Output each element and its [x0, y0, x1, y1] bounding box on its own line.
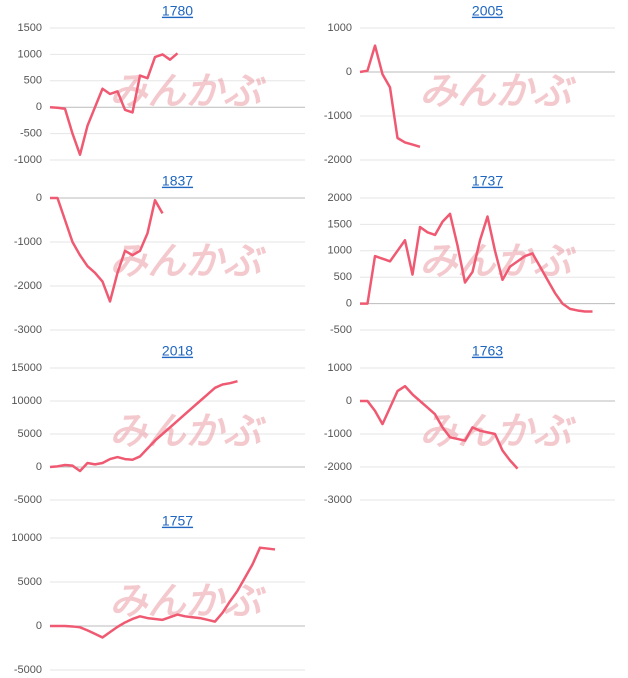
y-tick-label: 1000 — [328, 362, 352, 374]
y-tick-label: 0 — [346, 66, 352, 78]
y-tick-label: -5000 — [14, 664, 42, 676]
watermark: みんかぶ — [109, 411, 266, 453]
y-tick-label: 0 — [36, 101, 42, 113]
y-tick-label: -5000 — [14, 494, 42, 506]
chart-title[interactable]: 1837 — [162, 173, 193, 189]
line — [360, 212, 593, 313]
y-tick-label: 0 — [36, 461, 42, 473]
line — [49, 379, 238, 473]
chart-title[interactable]: 2005 — [472, 3, 503, 19]
y-tick-label: -3000 — [14, 324, 42, 336]
chart-title[interactable]: 1757 — [162, 513, 193, 529]
line — [359, 44, 421, 148]
y-tick-label: 2000 — [328, 192, 352, 204]
line — [49, 52, 179, 156]
y-tick-label: 5000 — [18, 428, 42, 440]
chart-title[interactable]: 2018 — [162, 343, 193, 359]
chart-title[interactable]: 1780 — [162, 3, 193, 19]
y-tick-label: 500 — [334, 271, 352, 283]
y-tick-label: 1500 — [18, 22, 42, 34]
y-tick-label: -500 — [20, 128, 42, 140]
watermark: みんかぶ — [109, 241, 266, 283]
line — [360, 384, 519, 470]
y-tick-label: 1000 — [328, 245, 352, 257]
y-tick-label: 10000 — [11, 532, 42, 544]
y-tick-label: 1500 — [328, 218, 352, 230]
chart-title[interactable]: 1737 — [472, 173, 503, 189]
line — [50, 196, 164, 303]
y-tick-label: -500 — [330, 324, 352, 336]
watermark: みんかぶ — [419, 411, 576, 453]
y-tick-label: -1000 — [14, 236, 42, 248]
watermark: みんかぶ — [419, 71, 576, 113]
y-tick-label: 500 — [24, 75, 42, 87]
y-tick-label: 1000 — [328, 22, 352, 34]
y-tick-label: 0 — [346, 298, 352, 310]
y-tick-label: -2000 — [324, 461, 352, 473]
y-tick-label: 0 — [36, 192, 42, 204]
y-tick-label: -1000 — [324, 428, 352, 440]
line — [50, 546, 276, 639]
y-tick-label: -1000 — [324, 110, 352, 122]
y-tick-label: 1000 — [18, 48, 42, 60]
y-tick-label: -1000 — [14, 154, 42, 166]
y-tick-label: 10000 — [11, 395, 42, 407]
y-tick-label: -3000 — [324, 494, 352, 506]
y-tick-label: 5000 — [18, 576, 42, 588]
y-tick-label: -2000 — [324, 154, 352, 166]
y-tick-label: 15000 — [11, 362, 42, 374]
chart-title[interactable]: 1763 — [472, 343, 503, 359]
y-tick-label: 0 — [346, 395, 352, 407]
y-tick-label: -2000 — [14, 280, 42, 292]
y-tick-label: 0 — [36, 620, 42, 632]
